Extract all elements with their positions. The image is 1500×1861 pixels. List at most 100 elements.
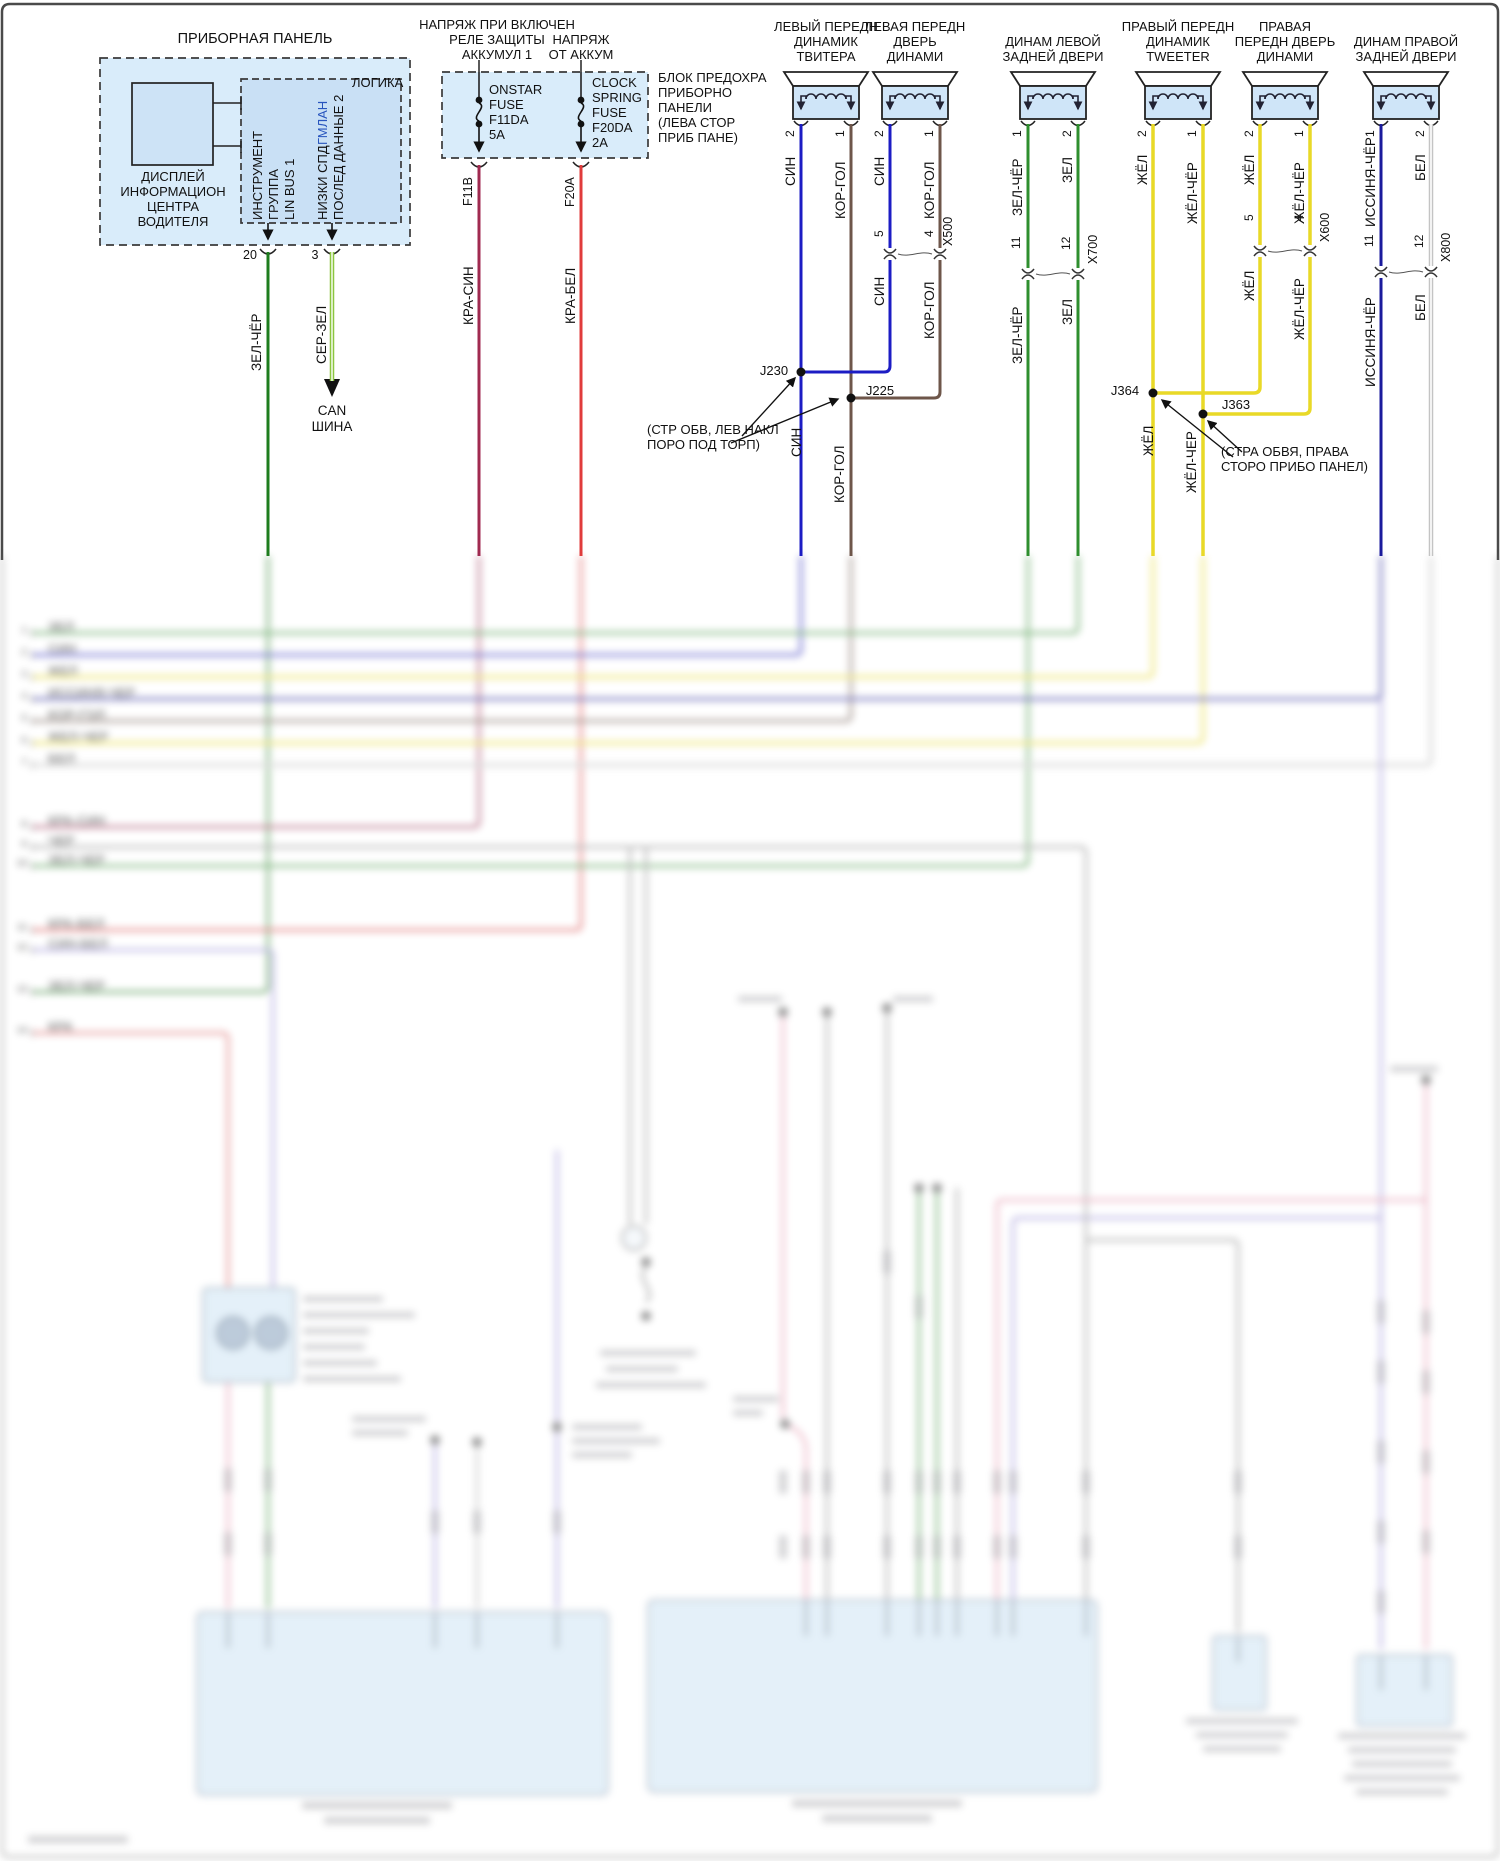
- junction-dot: [796, 367, 806, 377]
- illegible-text-bar: [352, 1430, 408, 1436]
- row-wire-label: БЕЛ: [48, 751, 76, 766]
- connector-label: X700: [1086, 234, 1100, 264]
- annotation-left: (СТР ОБВ, ЛЕВ НАКЛ ПОРО ПОД ТОРП): [647, 422, 779, 453]
- pin-number: 2: [1413, 130, 1427, 138]
- wire-label: ЖЁЛ-ЧЁР: [1292, 278, 1307, 341]
- wire-label: СИН: [789, 427, 804, 457]
- illegible-text-bar: [303, 1376, 401, 1382]
- pin-number: 11: [1362, 234, 1376, 248]
- logic-label: ЛОГИКА: [352, 75, 404, 90]
- fuse1-label: ONSTAR FUSE F11DA 5A: [489, 82, 543, 143]
- wire-label: КРА-БЕЛ: [563, 267, 578, 325]
- speaker-symbol: [1362, 71, 1450, 127]
- speaker-symbol: [871, 71, 959, 127]
- row-wire-label: СИН: [48, 641, 77, 656]
- row-pin: 1: [21, 625, 27, 636]
- row-wire-label: ЖЕЛ: [48, 663, 78, 678]
- row-pin: 5: [21, 713, 27, 724]
- row-pin: 12: [16, 942, 28, 953]
- illegible-text-bar: [572, 1424, 642, 1430]
- antenna-component: [621, 1225, 647, 1251]
- pin-number: 4: [1292, 214, 1306, 222]
- speaker4-title: ПРАВЫЙ ПЕРЕДН ДИНАМИК TWEETER: [1121, 19, 1235, 65]
- wire-label: ЗЕЛ-ЧЁР: [1010, 306, 1025, 365]
- pin-number: 2: [872, 130, 886, 138]
- pin-number: 20: [243, 248, 257, 262]
- wire-label: ЗЕЛ: [1060, 156, 1075, 184]
- junction-dot: [1198, 409, 1208, 419]
- illegible-text-bar: [324, 1817, 430, 1824]
- speaker6-title: ДИНАМ ПРАВОЙ ЗАДНЕЙ ДВЕРИ: [1353, 34, 1459, 65]
- illegible-text-bar: [303, 1296, 383, 1302]
- illegible-text-bar: [303, 1312, 415, 1318]
- blurred-section: ЗЕЛ 1 СИН 2 ЖЕЛ 3 ИССИНЯ-ЧЕР 4 КОР-ГОЛ 5 ЖЕЛ-ЧЕР 6 Б…: [0, 556, 1500, 1861]
- illegible-text-bar: [352, 1416, 426, 1422]
- illegible-text-bar: [28, 1836, 128, 1843]
- row-wire-label: КРА-БЕЛ: [48, 916, 105, 931]
- pin-number: 3: [311, 248, 319, 262]
- wire-label: ЖЁЛ: [1141, 425, 1156, 457]
- row-pin: 13: [16, 984, 28, 995]
- logic-box: [240, 78, 402, 224]
- cluster-col-3: LIN BUS 1: [282, 158, 297, 220]
- illegible-text-bar: [738, 996, 782, 1002]
- wire-label: ИССИНЯ-ЧЁР: [1363, 297, 1378, 387]
- wire-label: КОР-ГОЛ: [833, 161, 848, 219]
- row-wire-label: КОР-ГОЛ: [48, 707, 106, 722]
- bottom-left-module-box: [196, 1611, 609, 1796]
- gmlan-col-1: НИЗКИ СПД ГМЛАН: [315, 101, 330, 220]
- speaker3-title: ДИНАМ ЛЕВОЙ ЗАДНЕЙ ДВЕРИ: [1002, 34, 1104, 65]
- cluster-col-2: ГРУППА: [266, 168, 281, 220]
- annotation-right: (СТРА ОБВЯ, ПРАВА СТОРО ПРИБО ПАНЕЛ): [1221, 444, 1368, 475]
- speaker-symbol: [1241, 71, 1329, 127]
- wire-label: ЗЕЛ: [1060, 298, 1075, 326]
- pin-number: 12: [1412, 234, 1426, 248]
- row-pin: 2: [21, 647, 27, 658]
- illegible-text-bar: [606, 1366, 678, 1372]
- bottom-right-module-box: [1356, 1654, 1453, 1727]
- cluster-col-1: ИНСТРУМЕНТ: [250, 130, 265, 220]
- junction-label: J225: [865, 383, 895, 398]
- row-pin: 11: [16, 922, 28, 933]
- row-pin: 4: [21, 691, 27, 702]
- speaker2-title: ЛЕВАЯ ПЕРЕДН ДВЕРЬ ДИНАМИ: [864, 19, 966, 65]
- driver-info-display-label: ДИСПЛЕЙ ИНФОРМАЦИОН ЦЕНТРА ВОДИТЕЛЯ: [120, 169, 226, 230]
- junction-dot: [1148, 388, 1158, 398]
- illegible-text-bar: [1186, 1718, 1298, 1724]
- illegible-text-bar: [733, 1396, 779, 1402]
- wire-label: СИН: [872, 156, 887, 186]
- illegible-text-bar: [1344, 1775, 1460, 1781]
- wire-label: ЗЕЛ-ЧЁР: [249, 313, 264, 371]
- junction-label: J230: [759, 363, 789, 378]
- illegible-text-bar: [600, 1350, 696, 1356]
- row-wire-label: ЗЕЛ: [48, 619, 74, 634]
- junction-label: J363: [1221, 397, 1251, 412]
- speaker1-title: ЛЕВЫЙ ПЕРЕДН ДИНАМИК ТВИТЕРА: [774, 19, 878, 65]
- wire-label: БЕЛ: [1413, 154, 1428, 182]
- wire-label: ЗЕЛ-ЧЁР: [1010, 158, 1025, 217]
- junction-label: J364: [1110, 383, 1140, 398]
- speaker-symbol: [1009, 71, 1097, 127]
- wire-label: КОР-ГОЛ: [922, 281, 937, 339]
- illegible-text-bar: [1390, 1066, 1438, 1072]
- wire-label: КРА-СИН: [461, 266, 476, 326]
- row-wire-label: КРА: [48, 1019, 73, 1034]
- speaker-symbol: [782, 71, 870, 127]
- can-bus-label: CAN ШИНА: [311, 403, 353, 434]
- illegible-text-bar: [822, 1815, 932, 1822]
- pin-number: 1: [1292, 130, 1306, 138]
- pin-number: 1: [1185, 130, 1199, 138]
- row-wire-label: ЖЕЛ-ЧЕР: [48, 729, 109, 744]
- wire-label: ЖЁЛ: [1135, 154, 1150, 186]
- row-pin: 14: [16, 1025, 28, 1036]
- illegible-text-bar: [1338, 1733, 1466, 1739]
- illegible-text-bar: [792, 1800, 962, 1807]
- instrument-panel-title: ПРИБОРНАЯ ПАНЕЛЬ: [177, 31, 333, 47]
- row-wire-label: ЗЕЛ-ЧЕР: [48, 978, 105, 993]
- row-pin: 8: [21, 819, 27, 830]
- pin-number: 5: [872, 230, 886, 238]
- illegible-text-bar: [572, 1438, 660, 1444]
- speaker-symbol: [1134, 71, 1222, 127]
- illegible-text-bar: [596, 1382, 706, 1388]
